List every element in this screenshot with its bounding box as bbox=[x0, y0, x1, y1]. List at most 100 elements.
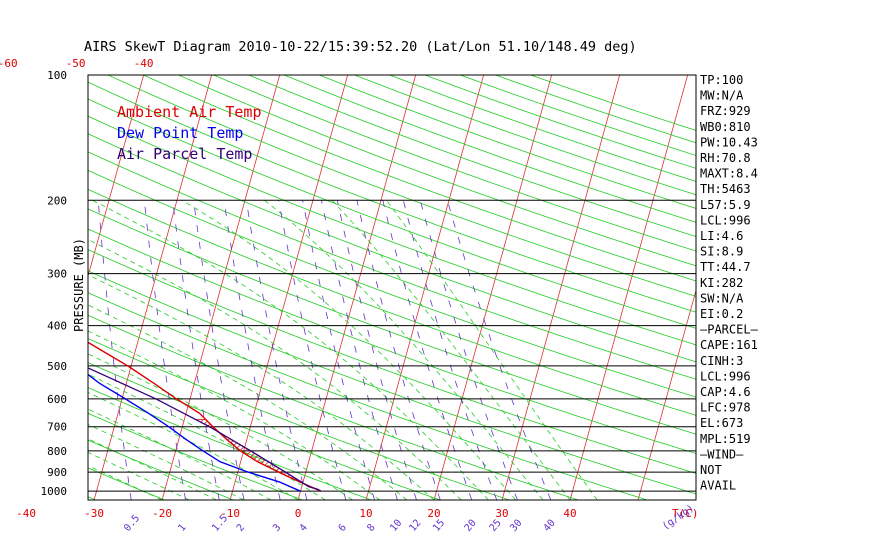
mixing-ratio-tick-label: 3 bbox=[271, 522, 283, 534]
mixing-ratio-tick-label: 30 bbox=[508, 518, 524, 534]
mixing-ratio-tick-label: 4 bbox=[298, 522, 310, 534]
dry-adiabat-line bbox=[107, 75, 696, 297]
dry-adiabat-line bbox=[88, 81, 696, 313]
dry-adiabat-line bbox=[88, 292, 648, 500]
air-parcel-temp-line bbox=[88, 367, 322, 492]
top-temp-tick-label: -40 bbox=[134, 57, 154, 70]
mixing-ratio-tick-label: 0.5 bbox=[122, 513, 142, 534]
x-axis-label: T(C) bbox=[672, 507, 699, 520]
index-value: SI:8.9 bbox=[700, 245, 743, 259]
mixing-ratio-line bbox=[382, 200, 473, 500]
mixing-ratio-line bbox=[97, 200, 132, 500]
index-value: PW:10.43 bbox=[700, 135, 758, 149]
pressure-tick-label: 800 bbox=[47, 445, 67, 458]
dry-adiabat-line bbox=[248, 75, 696, 237]
isotherm-line bbox=[433, 75, 553, 500]
mixing-ratio-tick-label: 12 bbox=[407, 518, 423, 534]
index-value: —WIND— bbox=[700, 447, 744, 461]
bottom-temp-tick-label: 10 bbox=[359, 507, 372, 520]
dry-adiabat-line bbox=[143, 75, 696, 282]
ambient-air-temp-line bbox=[88, 341, 322, 492]
bottom-temp-tick-label: 30 bbox=[495, 507, 508, 520]
pressure-tick-label: 1000 bbox=[41, 485, 68, 498]
isotherm-line bbox=[161, 75, 281, 500]
dry-adiabat-line bbox=[389, 75, 696, 182]
index-value: LCL:996 bbox=[700, 369, 751, 383]
dry-adiabat-line bbox=[88, 314, 579, 500]
moist-adiabat-line bbox=[386, 200, 598, 500]
moist-adiabat-line bbox=[88, 408, 272, 500]
dry-adiabat-line bbox=[88, 387, 372, 500]
isotherm-line bbox=[229, 75, 349, 500]
mixing-ratio-line bbox=[447, 200, 552, 500]
mixing-ratio-line bbox=[302, 200, 375, 500]
index-value: EL:673 bbox=[700, 416, 743, 430]
index-value: CAP:4.6 bbox=[700, 385, 751, 399]
moist-adiabat-line bbox=[181, 199, 516, 500]
pressure-tick-label: 700 bbox=[47, 421, 67, 434]
index-value: MAXT:8.4 bbox=[700, 167, 758, 181]
pressure-tick-label: 300 bbox=[47, 268, 67, 281]
mixing-ratio-tick-label: 15 bbox=[431, 518, 447, 534]
bottom-temp-tick-label: -30 bbox=[84, 507, 104, 520]
pressure-tick-label: 600 bbox=[47, 393, 67, 406]
bottom-temp-tick-label: 20 bbox=[427, 507, 440, 520]
index-value: NOT bbox=[700, 463, 722, 477]
isotherm-line bbox=[88, 75, 145, 278]
moist-adiabat-line bbox=[88, 423, 244, 500]
legend-ambient-air-temp: Ambient Air Temp bbox=[117, 103, 262, 121]
mixing-ratio-tick-label: 2 bbox=[235, 522, 247, 534]
y-axis-label: PRESSURE (MB) bbox=[72, 238, 86, 332]
index-value: TH:5463 bbox=[700, 182, 751, 196]
index-value: MW:N/A bbox=[700, 89, 744, 103]
mixing-ratio-tick-label: 40 bbox=[542, 518, 558, 534]
dry-adiabat-line bbox=[424, 75, 696, 169]
mixing-ratio-line bbox=[223, 200, 281, 500]
bottom-temp-tick-label: -20 bbox=[152, 507, 172, 520]
legend-air-parcel-temp: Air Parcel Temp bbox=[117, 145, 252, 163]
dry-adiabat-line bbox=[319, 75, 696, 209]
legend-dew-point-temp: Dew Point Temp bbox=[117, 124, 243, 142]
index-value: WB0:810 bbox=[700, 120, 751, 134]
dry-adiabat-line bbox=[88, 208, 696, 435]
index-value: SW:N/A bbox=[700, 291, 744, 305]
index-value: CAPE:161 bbox=[700, 338, 758, 352]
moist-adiabat-line bbox=[88, 330, 380, 500]
moist-adiabat-line bbox=[331, 200, 571, 500]
moist-adiabat-line bbox=[88, 353, 353, 500]
index-value: L57:5.9 bbox=[700, 198, 751, 212]
dry-adiabat-line bbox=[88, 467, 165, 500]
dry-adiabat-line bbox=[213, 75, 696, 252]
isotherm-line bbox=[0, 75, 76, 500]
dew-point-temp-line bbox=[88, 373, 301, 492]
plot-frame bbox=[87, 74, 697, 501]
dry-adiabat-line bbox=[354, 75, 696, 196]
index-value: TT:44.7 bbox=[700, 260, 751, 274]
mixing-ratio-line bbox=[336, 200, 417, 500]
index-value: KI:282 bbox=[700, 276, 743, 290]
index-value: CINH:3 bbox=[700, 354, 743, 368]
mixing-ratio-line bbox=[143, 200, 186, 500]
chart-title: AIRS SkewT Diagram 2010-10-22/15:39:52.2… bbox=[84, 39, 637, 55]
dry-adiabat-line bbox=[495, 75, 696, 144]
mixing-ratio-tick-label: 8 bbox=[365, 522, 377, 534]
dry-adiabat-line bbox=[88, 115, 696, 346]
index-value: LCL:996 bbox=[700, 213, 751, 227]
dry-adiabat-line bbox=[88, 338, 510, 500]
mixing-ratio-tick-label: 20 bbox=[463, 518, 479, 534]
dry-adiabat-line bbox=[88, 188, 696, 416]
dry-adiabat-line bbox=[88, 270, 696, 495]
top-temp-tick-label: -60 bbox=[0, 57, 18, 70]
index-value: EI:0.2 bbox=[700, 307, 743, 321]
dry-adiabat-line bbox=[178, 75, 696, 267]
isotherm-line bbox=[93, 75, 213, 500]
mixing-ratio-line bbox=[193, 200, 245, 500]
mixing-ratio-line bbox=[356, 200, 441, 500]
moist-adiabat-line bbox=[88, 452, 190, 500]
mixing-ratio-line bbox=[2, 200, 19, 500]
dry-adiabat-line bbox=[0, 75, 27, 500]
mixing-ratio-tick-label: 10 bbox=[388, 518, 404, 534]
isotherm-line bbox=[501, 75, 621, 500]
mixing-ratio-line bbox=[172, 200, 220, 500]
